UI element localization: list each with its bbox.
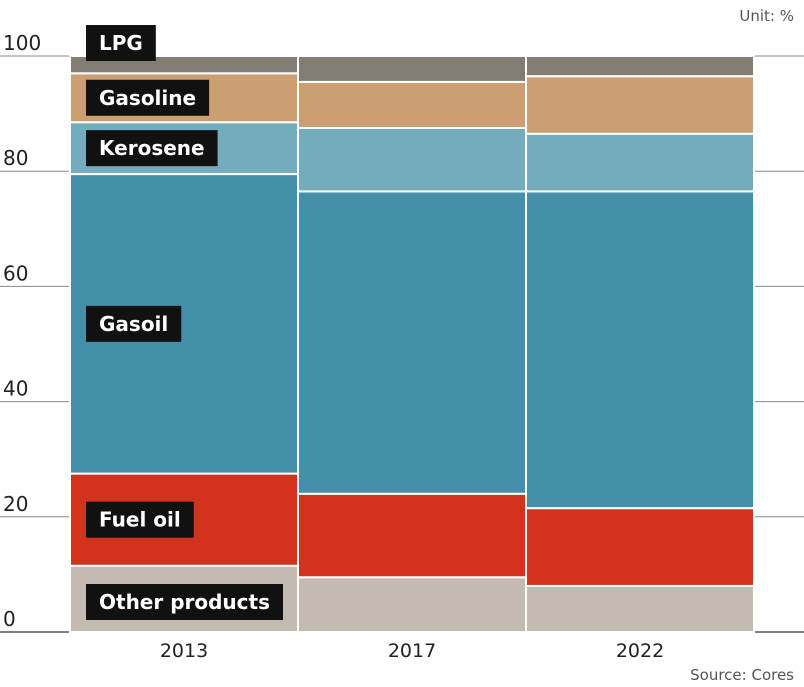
series-label-box [86, 25, 156, 61]
y-tick-label: 100 [3, 31, 41, 55]
series-label: Kerosene [86, 130, 218, 167]
series-label-box [86, 130, 218, 167]
y-axis-ticks: 0 20 40 60 80 100 [3, 31, 41, 631]
series-label-box [86, 305, 182, 342]
x-category-label: 2022 [616, 640, 664, 662]
series-label-text: Other products [99, 590, 270, 614]
bar-segment [297, 576, 527, 634]
y-tick-label: 20 [3, 492, 28, 516]
y-tick-label: 80 [3, 146, 28, 170]
bar-segment [297, 55, 527, 83]
y-tick-label: 40 [3, 377, 28, 401]
series-label-text: Gasoline [99, 86, 196, 110]
bar-segment [297, 190, 527, 495]
series-label-text: LPG [99, 31, 143, 55]
source-note: Source: Cores [690, 666, 794, 684]
bar-segment [525, 190, 755, 510]
series-label: Gasoline [86, 79, 210, 116]
y-tick-label: 60 [3, 261, 28, 285]
series-label: LPG [86, 25, 156, 61]
series-label-box [86, 501, 194, 538]
bar-segment [525, 75, 755, 135]
y-tick-label: 0 [3, 607, 16, 631]
bar-segment [525, 507, 755, 587]
series-label-text: Kerosene [99, 136, 205, 160]
series-label: Other products [86, 584, 283, 620]
series-label-box [86, 584, 283, 620]
bar-segment [525, 55, 755, 78]
bar-segment [297, 80, 527, 129]
unit-note: Unit: % [739, 7, 794, 25]
series-label-text: Gasoil [99, 312, 168, 336]
x-category-label: 2013 [160, 640, 208, 662]
series-label: Gasoil [86, 305, 182, 342]
bar-segment [297, 127, 527, 193]
bar-segment [525, 132, 755, 193]
series-label-box [86, 79, 210, 116]
series-label: Fuel oil [86, 501, 194, 538]
bar-segment [297, 492, 527, 579]
bars [69, 55, 755, 634]
series-label-text: Fuel oil [99, 508, 181, 532]
bar-segment [525, 584, 755, 633]
x-axis-categories: 2013 2017 2022 [160, 640, 664, 662]
x-category-label: 2017 [388, 640, 436, 662]
series-labels: Other products Fuel oil Gasoil Kerosene Gaso… [86, 25, 283, 620]
